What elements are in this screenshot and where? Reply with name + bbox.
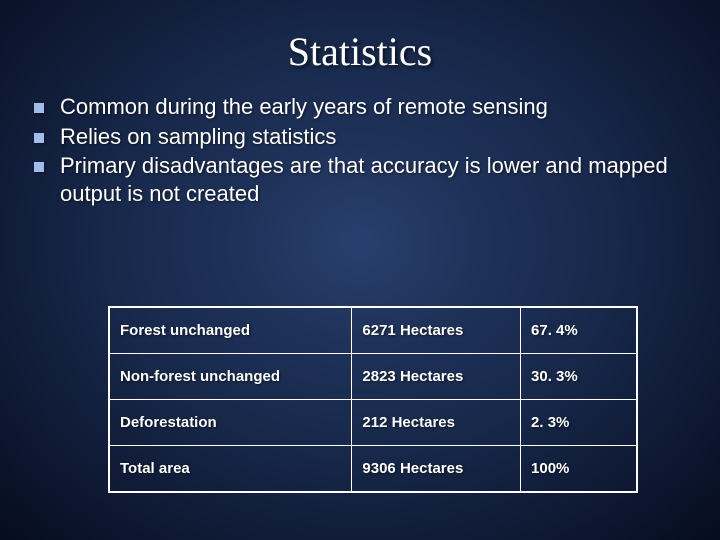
list-item: Relies on sampling statistics bbox=[34, 123, 692, 151]
table-row: Total area 9306 Hectares 100% bbox=[110, 446, 637, 492]
cell-percent: 30. 3% bbox=[521, 354, 637, 400]
cell-hectares: 6271 Hectares bbox=[352, 308, 521, 354]
bullet-icon bbox=[34, 162, 44, 172]
bullet-text: Common during the early years of remote … bbox=[60, 93, 548, 121]
bullet-text: Primary disadvantages are that accuracy … bbox=[60, 152, 692, 207]
table: Forest unchanged 6271 Hectares 67. 4% No… bbox=[109, 307, 637, 492]
bullet-list: Common during the early years of remote … bbox=[0, 93, 720, 207]
cell-category: Deforestation bbox=[110, 400, 352, 446]
cell-percent: 100% bbox=[521, 446, 637, 492]
cell-category: Non-forest unchanged bbox=[110, 354, 352, 400]
stats-table: Forest unchanged 6271 Hectares 67. 4% No… bbox=[108, 306, 638, 493]
cell-hectares: 9306 Hectares bbox=[352, 446, 521, 492]
cell-hectares: 212 Hectares bbox=[352, 400, 521, 446]
cell-percent: 2. 3% bbox=[521, 400, 637, 446]
list-item: Common during the early years of remote … bbox=[34, 93, 692, 121]
bullet-text: Relies on sampling statistics bbox=[60, 123, 336, 151]
slide-title: Statistics bbox=[0, 0, 720, 93]
list-item: Primary disadvantages are that accuracy … bbox=[34, 152, 692, 207]
table-row: Non-forest unchanged 2823 Hectares 30. 3… bbox=[110, 354, 637, 400]
cell-category: Forest unchanged bbox=[110, 308, 352, 354]
cell-category: Total area bbox=[110, 446, 352, 492]
bullet-icon bbox=[34, 103, 44, 113]
table-row: Forest unchanged 6271 Hectares 67. 4% bbox=[110, 308, 637, 354]
table-row: Deforestation 212 Hectares 2. 3% bbox=[110, 400, 637, 446]
bullet-icon bbox=[34, 133, 44, 143]
cell-hectares: 2823 Hectares bbox=[352, 354, 521, 400]
cell-percent: 67. 4% bbox=[521, 308, 637, 354]
